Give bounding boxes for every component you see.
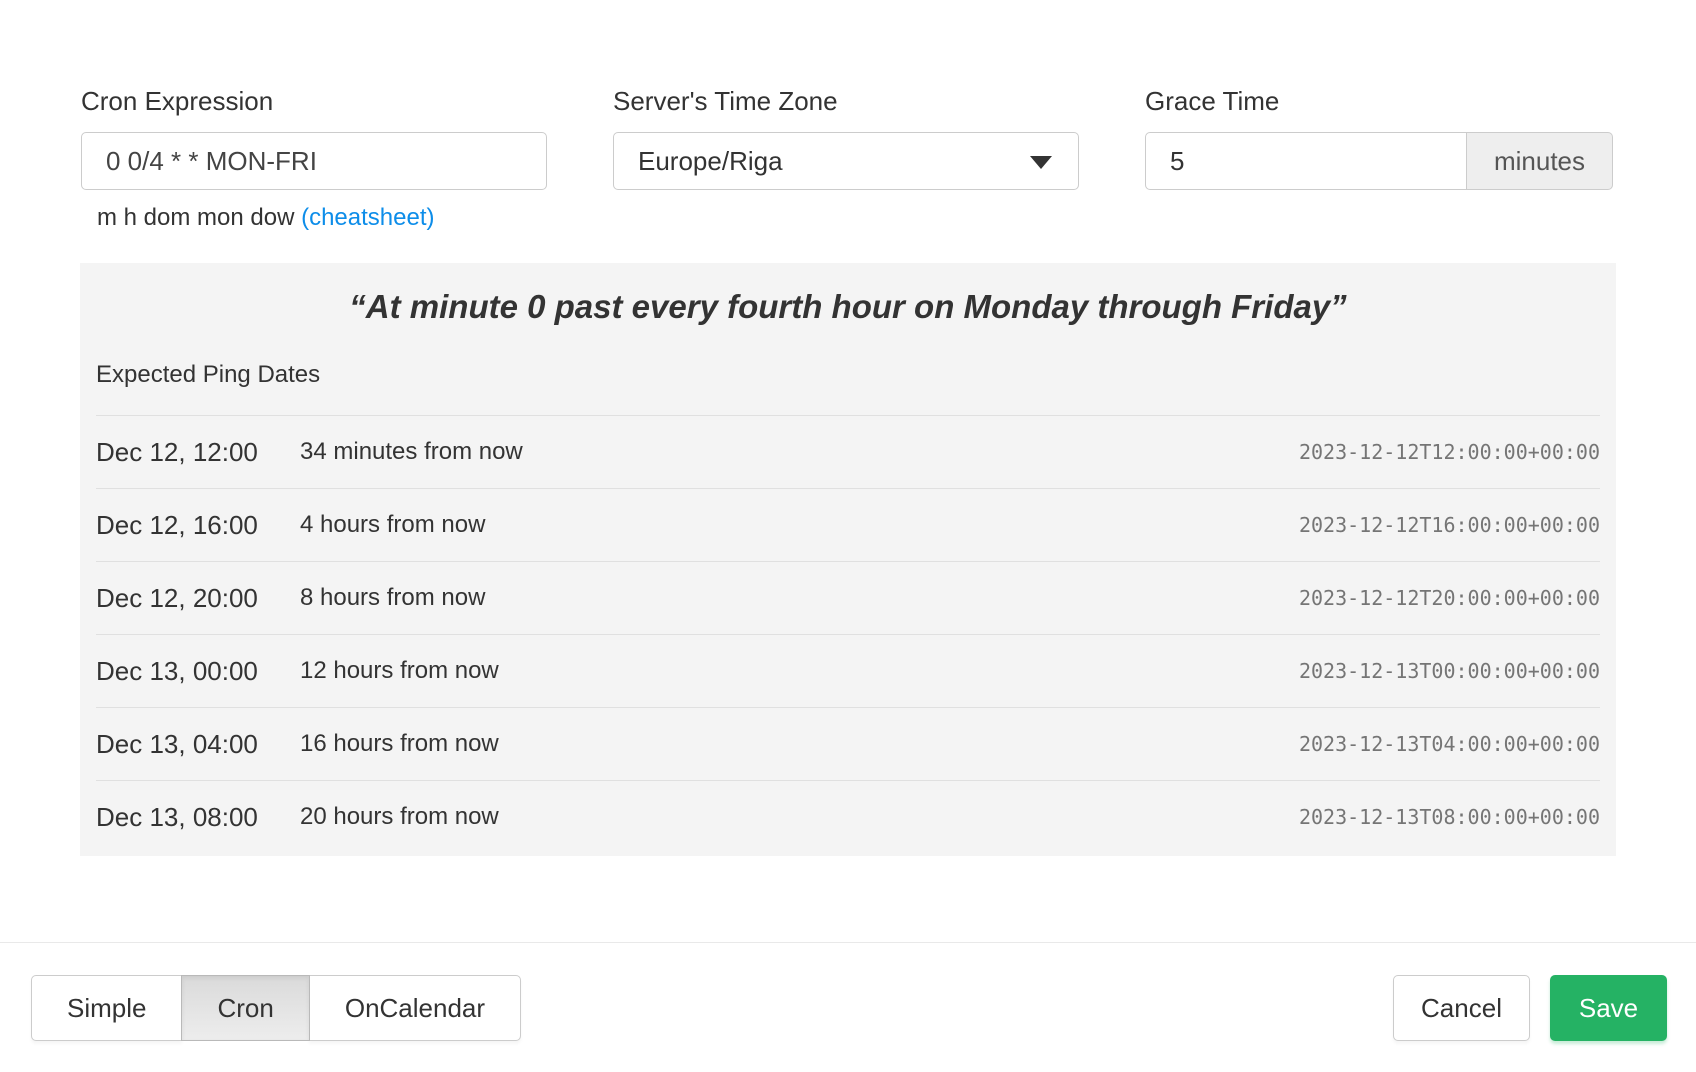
ping-date: Dec 12, 12:00 (96, 436, 258, 467)
ping-iso-timestamp: 2023-12-12T16:00:00+00:00 (1298, 513, 1600, 537)
ping-date: Dec 12, 16:00 (96, 509, 258, 540)
ping-iso-timestamp: 2023-12-12T20:00:00+00:00 (1298, 586, 1600, 610)
grace-time-unit-addon: minutes (1467, 132, 1613, 190)
expected-ping-dates-label: Expected Ping Dates (96, 361, 321, 388)
ping-iso-timestamp: 2023-12-13T00:00:00+00:00 (1298, 659, 1600, 683)
table-row: Dec 12, 20:00 8 hours from now 2023-12-1… (96, 561, 1600, 634)
ping-date: Dec 12, 20:00 (96, 582, 258, 613)
ping-relative-time: 4 hours from now (300, 511, 486, 538)
footer-divider (0, 942, 1696, 943)
grace-time-input-group: minutes (1145, 132, 1613, 190)
table-row: Dec 12, 12:00 34 minutes from now 2023-1… (96, 415, 1600, 488)
ping-relative-time: 16 hours from now (300, 730, 499, 757)
timezone-field-group: Server's Time Zone Europe/Riga (613, 86, 1079, 231)
ping-iso-timestamp: 2023-12-12T12:00:00+00:00 (1298, 440, 1600, 464)
cron-description: “At minute 0 past every fourth hour on M… (349, 288, 1347, 325)
ping-relative-time: 20 hours from now (300, 803, 499, 830)
timezone-select[interactable]: Europe/Riga (613, 132, 1079, 190)
footer-actions: Cancel Save (1393, 975, 1667, 1041)
ping-relative-time: 8 hours from now (300, 584, 486, 611)
grace-time-input[interactable] (1145, 132, 1467, 190)
timezone-selected-value: Europe/Riga (638, 145, 783, 176)
cron-helper-text: m h dom mon dow (cheatsheet) (81, 205, 547, 231)
cron-expression-field-group: Cron Expression m h dom mon dow (cheatsh… (81, 86, 547, 231)
schedule-mode-switcher: Simple Cron OnCalendar (31, 975, 522, 1041)
cheatsheet-link[interactable]: (cheatsheet) (301, 204, 435, 231)
ping-relative-time: 34 minutes from now (300, 438, 523, 465)
ping-date: Dec 13, 00:00 (96, 655, 258, 686)
ping-date: Dec 13, 04:00 (96, 728, 258, 759)
expected-ping-dates-table: Dec 12, 12:00 34 minutes from now 2023-1… (96, 415, 1600, 853)
ping-iso-timestamp: 2023-12-13T08:00:00+00:00 (1298, 805, 1600, 829)
mode-button-simple[interactable]: Simple (31, 975, 183, 1041)
mode-button-oncalendar[interactable]: OnCalendar (308, 975, 522, 1041)
table-row: Dec 13, 04:00 16 hours from now 2023-12-… (96, 707, 1600, 780)
cron-expression-input[interactable] (81, 132, 547, 190)
schedule-preview-panel: “At minute 0 past every fourth hour on M… (80, 263, 1616, 856)
timezone-label: Server's Time Zone (613, 86, 838, 116)
grace-time-label: Grace Time (1145, 86, 1280, 116)
chevron-down-icon (1030, 156, 1052, 169)
ping-relative-time: 12 hours from now (300, 657, 499, 684)
cron-helper-prefix: m h dom mon dow (97, 204, 302, 231)
dialog-footer: Simple Cron OnCalendar Cancel Save (0, 943, 1696, 1041)
table-row: Dec 13, 00:00 12 hours from now 2023-12-… (96, 634, 1600, 707)
ping-date: Dec 13, 08:00 (96, 801, 258, 832)
cron-expression-label: Cron Expression (81, 86, 274, 116)
schedule-form: Cron Expression m h dom mon dow (cheatsh… (0, 86, 1696, 231)
cancel-button[interactable]: Cancel (1393, 975, 1530, 1041)
save-button[interactable]: Save (1550, 975, 1667, 1041)
table-row: Dec 12, 16:00 4 hours from now 2023-12-1… (96, 488, 1600, 561)
grace-time-field-group: Grace Time minutes (1145, 86, 1613, 231)
mode-button-cron[interactable]: Cron (181, 975, 310, 1041)
ping-iso-timestamp: 2023-12-13T04:00:00+00:00 (1298, 732, 1600, 756)
table-row: Dec 13, 08:00 20 hours from now 2023-12-… (96, 780, 1600, 853)
